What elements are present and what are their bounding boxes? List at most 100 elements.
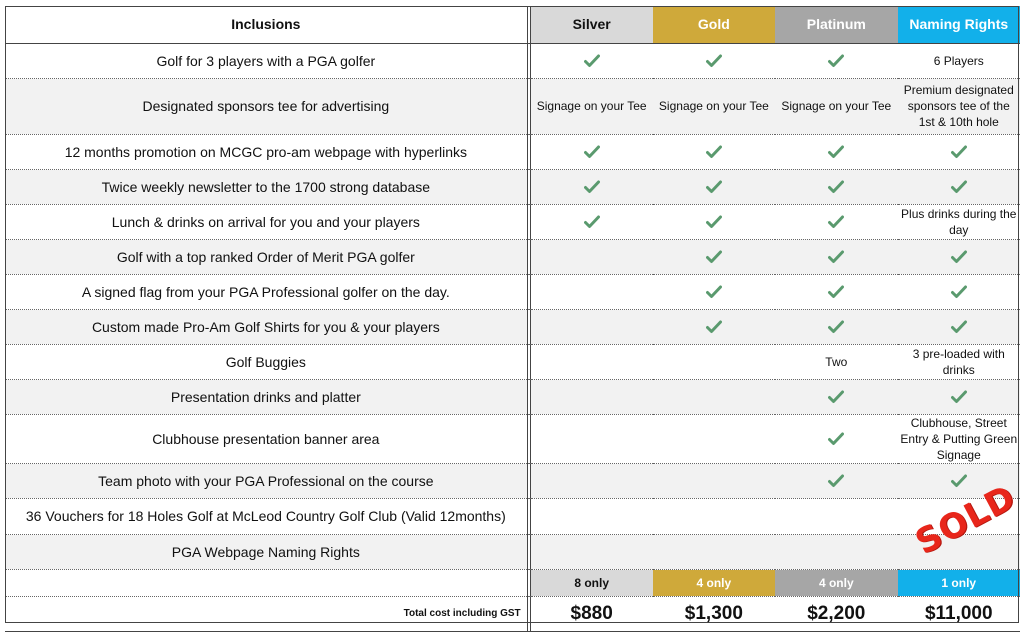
inclusions-header: Inclusions <box>5 6 528 44</box>
cell-gold <box>652 169 776 205</box>
cell-platinum <box>775 414 898 464</box>
checkmark-icon <box>950 180 967 194</box>
cell-platinum: Two <box>775 344 898 380</box>
checkmark-icon <box>828 180 845 194</box>
availability-row: 8 only 4 only 4 only 1 only <box>5 569 1020 597</box>
availability-platinum: 4 only <box>775 569 898 597</box>
cell-silver <box>530 463 653 499</box>
cell-silver: Signage on your Tee <box>530 78 653 135</box>
checkmark-icon <box>950 390 967 404</box>
column-divider <box>526 379 531 415</box>
checkmark-icon <box>828 54 845 68</box>
availability-gold: 4 only <box>652 569 776 597</box>
column-divider <box>526 463 531 499</box>
cell-gold <box>652 344 776 380</box>
cell-naming-rights <box>897 134 1020 170</box>
cell-naming-rights: 6 Players <box>897 43 1020 79</box>
cell-silver <box>530 204 653 240</box>
cell-silver <box>530 239 653 275</box>
cell-naming-rights: Premium designated sponsors tee of the 1… <box>897 78 1020 135</box>
checkmark-icon <box>828 474 845 488</box>
column-divider <box>526 78 531 135</box>
inclusion-row: Lunch & drinks on arrival for you and yo… <box>5 204 1020 240</box>
checkmark-icon <box>828 432 845 446</box>
total-row: Total cost including GST $880 $1,300 $2,… <box>5 596 1020 632</box>
inclusion-row: Golf Buggies Two 3 pre-loaded with drinks <box>5 344 1020 380</box>
inclusion-label: Lunch & drinks on arrival for you and yo… <box>5 204 528 240</box>
cell-naming-rights <box>897 534 1020 570</box>
availability-label <box>5 569 528 597</box>
column-divider <box>526 534 531 570</box>
cell-gold <box>652 379 776 415</box>
checkmark-icon <box>705 145 722 159</box>
cell-silver <box>530 169 653 205</box>
cell-gold: Signage on your Tee <box>652 78 776 135</box>
inclusion-row: Clubhouse presentation banner area Clubho… <box>5 414 1020 464</box>
inclusion-row: Golf with a top ranked Order of Merit PG… <box>5 239 1020 275</box>
inclusion-row: 12 months promotion on MCGC pro-am webpa… <box>5 134 1020 170</box>
cell-gold <box>652 498 776 535</box>
cell-naming-rights <box>897 274 1020 310</box>
inclusion-label: Twice weekly newsletter to the 1700 stro… <box>5 169 528 205</box>
inclusion-rows: Golf for 3 players with a PGA golfer 6 Pl… <box>5 43 1020 570</box>
checkmark-icon <box>583 54 600 68</box>
price-naming-rights: $11,000 <box>897 596 1020 632</box>
cell-naming-rights: Clubhouse, Street Entry & Putting Green … <box>897 414 1020 464</box>
tier-header-gold: Gold <box>652 6 776 44</box>
column-divider <box>526 414 531 464</box>
inclusion-row: PGA Webpage Naming Rights <box>5 534 1020 570</box>
price-silver: $880 <box>530 596 653 632</box>
cell-naming-rights: 3 pre-loaded with drinks <box>897 344 1020 380</box>
inclusion-label: Golf for 3 players with a PGA golfer <box>5 43 528 79</box>
inclusion-label: A signed flag from your PGA Professional… <box>5 274 528 310</box>
column-divider <box>526 239 531 275</box>
inclusion-row: Team photo with your PGA Professional on… <box>5 463 1020 499</box>
sponsorship-table: Inclusions Silver Gold Platinum Naming R… <box>5 6 1020 632</box>
inclusion-row: Presentation drinks and platter <box>5 379 1020 415</box>
inclusion-label: Golf Buggies <box>5 344 528 380</box>
checkmark-icon <box>705 54 722 68</box>
cell-gold <box>652 274 776 310</box>
cell-silver <box>530 379 653 415</box>
tier-header-silver: Silver <box>530 6 653 44</box>
cell-gold <box>652 43 776 79</box>
inclusion-label: Golf with a top ranked Order of Merit PG… <box>5 239 528 275</box>
availability-silver: 8 only <box>530 569 653 597</box>
cell-platinum <box>775 309 898 345</box>
cell-silver <box>530 534 653 570</box>
inclusion-label: Team photo with your PGA Professional on… <box>5 463 528 499</box>
cell-gold <box>652 239 776 275</box>
cell-naming-rights <box>897 379 1020 415</box>
cell-platinum: Signage on your Tee <box>775 78 898 135</box>
checkmark-icon <box>950 145 967 159</box>
cell-platinum <box>775 463 898 499</box>
inclusion-label: Clubhouse presentation banner area <box>5 414 528 464</box>
cell-gold <box>652 534 776 570</box>
checkmark-icon <box>828 285 845 299</box>
checkmark-icon <box>828 390 845 404</box>
cell-silver <box>530 498 653 535</box>
inclusion-label: 36 Vouchers for 18 Holes Golf at McLeod … <box>5 498 528 535</box>
checkmark-icon <box>583 145 600 159</box>
cell-platinum <box>775 239 898 275</box>
cell-gold <box>652 204 776 240</box>
cell-naming-rights <box>897 239 1020 275</box>
checkmark-icon <box>705 215 722 229</box>
column-divider <box>526 169 531 205</box>
cell-gold <box>652 309 776 345</box>
cell-silver <box>530 309 653 345</box>
checkmark-icon <box>583 215 600 229</box>
column-divider <box>526 569 531 597</box>
cell-silver <box>530 43 653 79</box>
availability-naming-rights: 1 only <box>897 569 1020 597</box>
column-divider <box>526 498 531 535</box>
column-divider <box>526 309 531 345</box>
cell-silver <box>530 134 653 170</box>
cell-platinum <box>775 534 898 570</box>
cell-naming-rights <box>897 169 1020 205</box>
tier-header-naming-rights: Naming Rights <box>897 6 1020 44</box>
cell-platinum <box>775 274 898 310</box>
inclusion-row: Custom made Pro-Am Golf Shirts for you &… <box>5 309 1020 345</box>
inclusion-label: PGA Webpage Naming Rights <box>5 534 528 570</box>
